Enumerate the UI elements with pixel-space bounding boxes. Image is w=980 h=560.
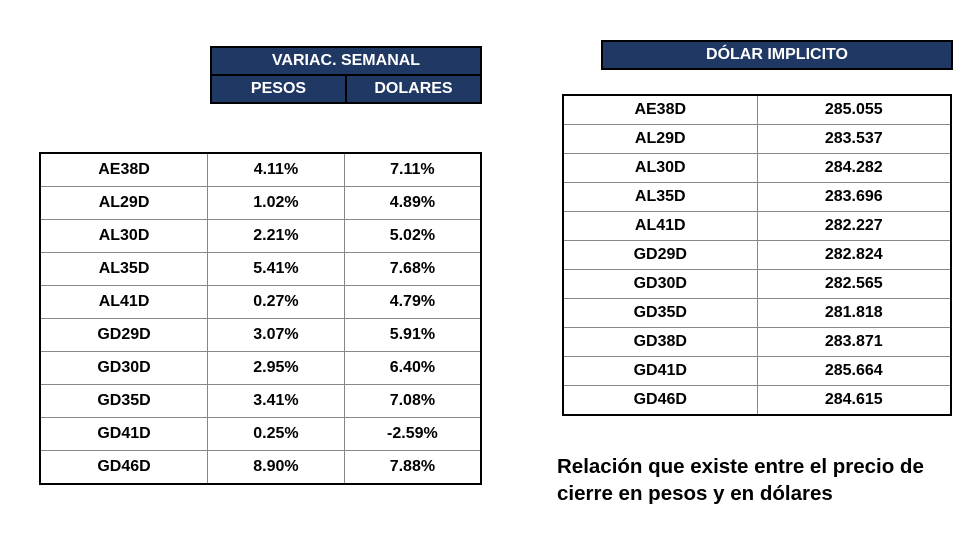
dolares-cell: 6.40% [344, 352, 481, 385]
left-header-sub: PESOS DOLARES [210, 76, 482, 104]
left-header-dolares: DOLARES [347, 76, 480, 102]
caption-text: Relación que existe entre el precio de c… [557, 454, 967, 507]
table-row: GD41D0.25%-2.59% [40, 418, 481, 451]
ticker-cell: GD41D [563, 357, 757, 386]
table-row: AL30D2.21%5.02% [40, 220, 481, 253]
ticker-cell: GD30D [563, 270, 757, 299]
dolares-cell: 7.08% [344, 385, 481, 418]
value-cell: 282.824 [757, 241, 951, 270]
value-cell: 283.537 [757, 125, 951, 154]
table-row: GD38D283.871 [563, 328, 951, 357]
value-cell: 284.615 [757, 386, 951, 416]
value-cell: 285.055 [757, 95, 951, 125]
ticker-cell: GD46D [563, 386, 757, 416]
ticker-cell: AL41D [563, 212, 757, 241]
left-header-block: VARIAC. SEMANAL PESOS DOLARES [210, 46, 482, 104]
value-cell: 282.565 [757, 270, 951, 299]
table-row: GD30D282.565 [563, 270, 951, 299]
dolares-cell: 5.02% [344, 220, 481, 253]
pesos-cell: 3.41% [208, 385, 345, 418]
dolares-cell: 7.88% [344, 451, 481, 485]
table-row: AL41D282.227 [563, 212, 951, 241]
table-row: AL35D5.41%7.68% [40, 253, 481, 286]
table-row: GD30D2.95%6.40% [40, 352, 481, 385]
dolares-cell: 7.11% [344, 153, 481, 187]
left-header-pesos: PESOS [212, 76, 347, 102]
ticker-cell: GD29D [40, 319, 208, 352]
ticker-cell: GD35D [40, 385, 208, 418]
pesos-cell: 3.07% [208, 319, 345, 352]
dolar-implicito-table: AE38D285.055AL29D283.537AL30D284.282AL35… [562, 94, 952, 416]
ticker-cell: GD29D [563, 241, 757, 270]
left-table-body: AE38D4.11%7.11%AL29D1.02%4.89%AL30D2.21%… [40, 153, 481, 484]
value-cell: 283.696 [757, 183, 951, 212]
table-row: AE38D285.055 [563, 95, 951, 125]
value-cell: 285.664 [757, 357, 951, 386]
ticker-cell: AL29D [40, 187, 208, 220]
pesos-cell: 2.95% [208, 352, 345, 385]
ticker-cell: AL41D [40, 286, 208, 319]
dolares-cell: 5.91% [344, 319, 481, 352]
pesos-cell: 4.11% [208, 153, 345, 187]
page: VARIAC. SEMANAL PESOS DOLARES AE38D4.11%… [0, 0, 980, 560]
pesos-cell: 0.25% [208, 418, 345, 451]
table-row: GD35D3.41%7.08% [40, 385, 481, 418]
ticker-cell: GD30D [40, 352, 208, 385]
table-row: AL30D284.282 [563, 154, 951, 183]
table-row: AE38D4.11%7.11% [40, 153, 481, 187]
left-header-main: VARIAC. SEMANAL [210, 46, 482, 76]
variacion-semanal-table: AE38D4.11%7.11%AL29D1.02%4.89%AL30D2.21%… [39, 152, 482, 485]
ticker-cell: AE38D [40, 153, 208, 187]
ticker-cell: GD38D [563, 328, 757, 357]
table-row: AL29D283.537 [563, 125, 951, 154]
ticker-cell: AL30D [563, 154, 757, 183]
table-row: GD46D8.90%7.88% [40, 451, 481, 485]
table-row: AL29D1.02%4.89% [40, 187, 481, 220]
dolares-cell: 4.79% [344, 286, 481, 319]
value-cell: 284.282 [757, 154, 951, 183]
right-header: DÓLAR IMPLICITO [601, 40, 953, 70]
pesos-cell: 2.21% [208, 220, 345, 253]
right-table-body: AE38D285.055AL29D283.537AL30D284.282AL35… [563, 95, 951, 415]
pesos-cell: 5.41% [208, 253, 345, 286]
table-row: AL35D283.696 [563, 183, 951, 212]
ticker-cell: AL29D [563, 125, 757, 154]
value-cell: 283.871 [757, 328, 951, 357]
ticker-cell: GD46D [40, 451, 208, 485]
dolares-cell: -2.59% [344, 418, 481, 451]
pesos-cell: 0.27% [208, 286, 345, 319]
dolares-cell: 7.68% [344, 253, 481, 286]
ticker-cell: GD41D [40, 418, 208, 451]
ticker-cell: GD35D [563, 299, 757, 328]
table-row: AL41D0.27%4.79% [40, 286, 481, 319]
table-row: GD29D3.07%5.91% [40, 319, 481, 352]
table-row: GD41D285.664 [563, 357, 951, 386]
table-row: GD46D284.615 [563, 386, 951, 416]
ticker-cell: AL35D [563, 183, 757, 212]
ticker-cell: AL30D [40, 220, 208, 253]
pesos-cell: 1.02% [208, 187, 345, 220]
ticker-cell: AE38D [563, 95, 757, 125]
table-row: GD35D281.818 [563, 299, 951, 328]
value-cell: 282.227 [757, 212, 951, 241]
ticker-cell: AL35D [40, 253, 208, 286]
dolares-cell: 4.89% [344, 187, 481, 220]
table-row: GD29D282.824 [563, 241, 951, 270]
pesos-cell: 8.90% [208, 451, 345, 485]
value-cell: 281.818 [757, 299, 951, 328]
